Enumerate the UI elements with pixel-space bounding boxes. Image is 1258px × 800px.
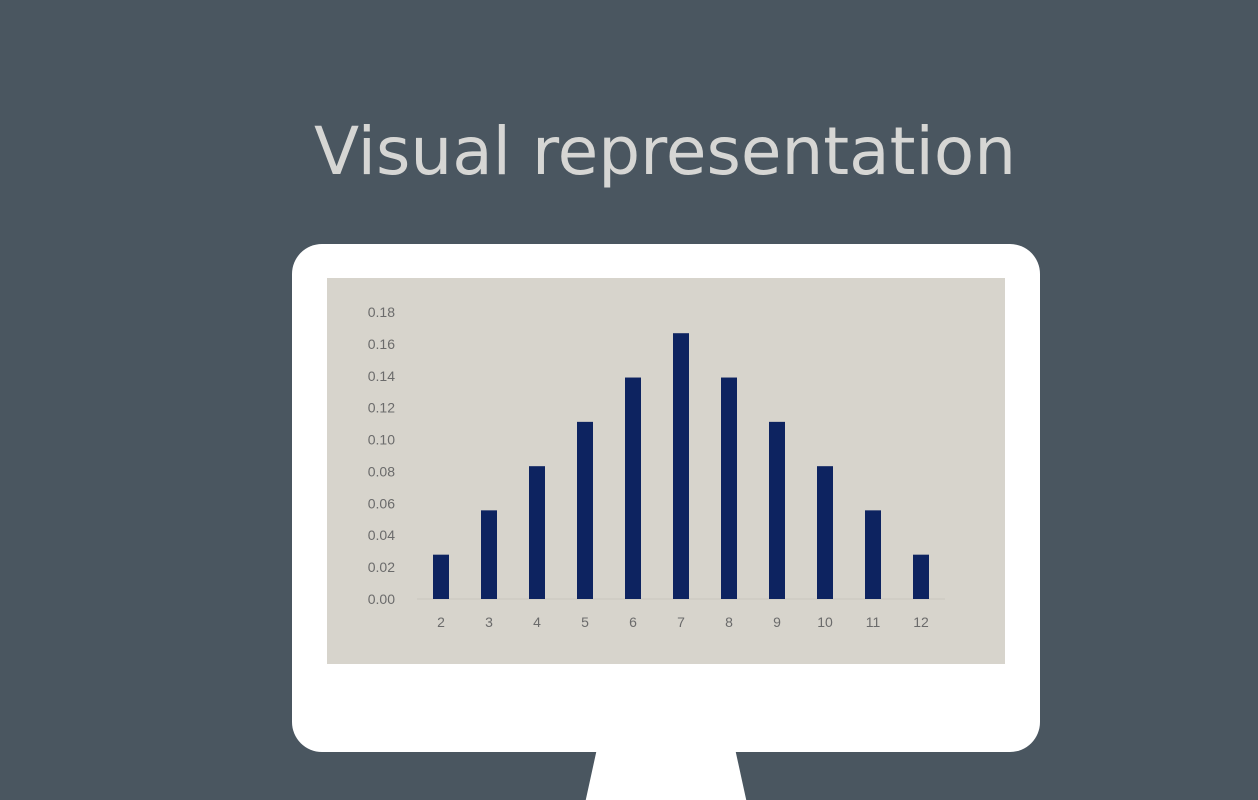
monitor-screen: 0.00 0.02 0.04 0.06 0.08 0.10 0.12 0.14 0.16 0.18… — [327, 278, 1005, 664]
x-tick-label: 5 — [581, 614, 589, 630]
x-tick-label: 9 — [773, 614, 781, 630]
x-tick-label: 11 — [866, 614, 881, 630]
y-tick-label: 0.10 — [368, 432, 395, 448]
x-axis: 2 3 4 5 6 7 8 9 10 11 12 — [437, 614, 929, 630]
bar-chart: 0.00 0.02 0.04 0.06 0.08 0.10 0.12 0.14 0.16 0.18… — [368, 304, 945, 630]
y-tick-label: 0.16 — [368, 336, 395, 352]
y-tick-label: 0.04 — [368, 527, 395, 543]
y-tick-label: 0.14 — [368, 368, 395, 384]
x-tick-label: 6 — [629, 614, 637, 630]
y-tick-label: 0.18 — [368, 304, 395, 320]
bar-3 — [481, 510, 497, 599]
monitor-stand — [584, 748, 748, 800]
y-tick-label: 0.08 — [368, 463, 395, 479]
bar-4 — [529, 466, 545, 599]
bar-2 — [433, 554, 449, 599]
slide-title: Visual representation — [313, 113, 1017, 190]
bar-9 — [769, 421, 785, 599]
x-tick-label: 7 — [677, 614, 685, 630]
bars — [433, 333, 929, 599]
x-tick-label: 4 — [533, 614, 541, 630]
bar-12 — [913, 554, 929, 599]
bar-6 — [625, 377, 641, 599]
bar-11 — [865, 510, 881, 599]
y-tick-label: 0.06 — [368, 495, 395, 511]
bar-10 — [817, 466, 833, 599]
y-tick-label: 0.12 — [368, 400, 395, 416]
bar-8 — [721, 377, 737, 599]
y-tick-label: 0.00 — [368, 591, 395, 607]
y-axis: 0.00 0.02 0.04 0.06 0.08 0.10 0.12 0.14 0.16 0.18 — [368, 304, 945, 607]
x-tick-label: 2 — [437, 614, 445, 630]
x-tick-label: 3 — [485, 614, 493, 630]
x-tick-label: 8 — [725, 614, 733, 630]
x-tick-label: 12 — [913, 614, 929, 630]
monitor: 0.00 0.02 0.04 0.06 0.08 0.10 0.12 0.14 0.16 0.18… — [292, 244, 1040, 752]
x-tick-label: 10 — [817, 614, 833, 630]
y-tick-label: 0.02 — [368, 559, 395, 575]
bar-7 — [673, 333, 689, 599]
bar-5 — [577, 421, 593, 599]
